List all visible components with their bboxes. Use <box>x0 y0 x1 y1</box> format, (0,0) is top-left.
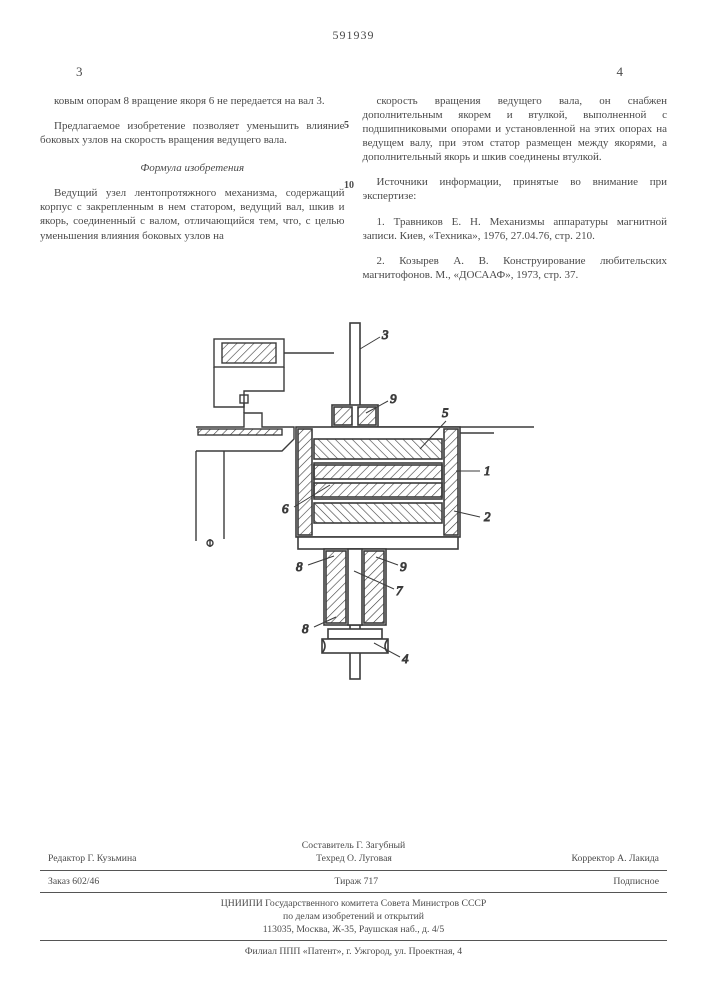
line-marker-10: 10 <box>344 180 354 191</box>
left-column: ковым опорам 8 вращение якоря 6 не перед… <box>40 83 345 293</box>
label-7: 7 <box>396 583 403 598</box>
left-p3: Ведущий узел лентопротяжного механизма, … <box>40 186 345 242</box>
org-line2: по делам изобретений и открытий <box>40 910 667 923</box>
tirazh: Тираж 717 <box>334 875 378 888</box>
line-marker-5: 5 <box>344 120 349 131</box>
zakaz: Заказ 602/46 <box>48 875 99 888</box>
imprint-footer: Составитель Г. Загубный Редактор Г. Кузь… <box>40 839 667 958</box>
page-number-right: 4 <box>617 64 624 80</box>
page: 591939 3 4 5 10 ковым опорам 8 вращение … <box>0 0 707 1000</box>
label-8a: 8 <box>296 559 303 574</box>
filial: Филиал ППП «Патент», г. Ужгород, ул. Про… <box>40 945 667 958</box>
label-5: 5 <box>442 405 449 420</box>
label-3: 3 <box>381 327 389 342</box>
right-ref2: 2. Козырев А. В. Конструирование любител… <box>363 254 668 282</box>
mount-plate <box>196 395 294 547</box>
sostavitel: Составитель Г. Загубный <box>40 839 667 852</box>
top-bracket <box>214 339 334 407</box>
page-number-left: 3 <box>76 64 83 80</box>
motor-assembly <box>296 405 534 653</box>
technical-figure: 3 9 5 1 2 9 7 8 8 4 6 <box>174 321 534 691</box>
korrektor: Корректор А. Лакида <box>572 852 659 865</box>
label-9a: 9 <box>390 391 397 406</box>
formula-title: Формула изобретения <box>40 161 345 175</box>
left-p2: Предлагаемое изобретение позволяет умень… <box>40 119 345 147</box>
org-line1: ЦНИИПИ Государственного комитета Совета … <box>40 897 667 910</box>
org-addr: 113035, Москва, Ж-35, Раушская наб., д. … <box>40 923 667 936</box>
podpisnoe: Подписное <box>613 875 659 888</box>
right-p1: скорость вращения ведущего вала, он снаб… <box>363 94 668 164</box>
label-1: 1 <box>484 463 491 478</box>
right-p2: Источники информации, принятые во вниман… <box>363 175 668 203</box>
label-8b: 8 <box>302 621 309 636</box>
techred: Техред О. Луговая <box>316 852 392 865</box>
label-2: 2 <box>484 509 491 524</box>
right-ref1: 1. Травников Е. Н. Механизмы аппаратуры … <box>363 215 668 243</box>
left-p1: ковым опорам 8 вращение якоря 6 не перед… <box>40 94 345 108</box>
footer-rule-1 <box>40 870 667 871</box>
label-4: 4 <box>402 651 409 666</box>
footer-rule-2 <box>40 892 667 893</box>
redaktor: Редактор Г. Кузьмина <box>48 852 136 865</box>
label-9b: 9 <box>400 559 407 574</box>
document-number: 591939 <box>40 28 667 43</box>
right-column: скорость вращения ведущего вала, он снаб… <box>363 83 668 293</box>
label-6: 6 <box>282 501 289 516</box>
footer-rule-3 <box>40 940 667 941</box>
